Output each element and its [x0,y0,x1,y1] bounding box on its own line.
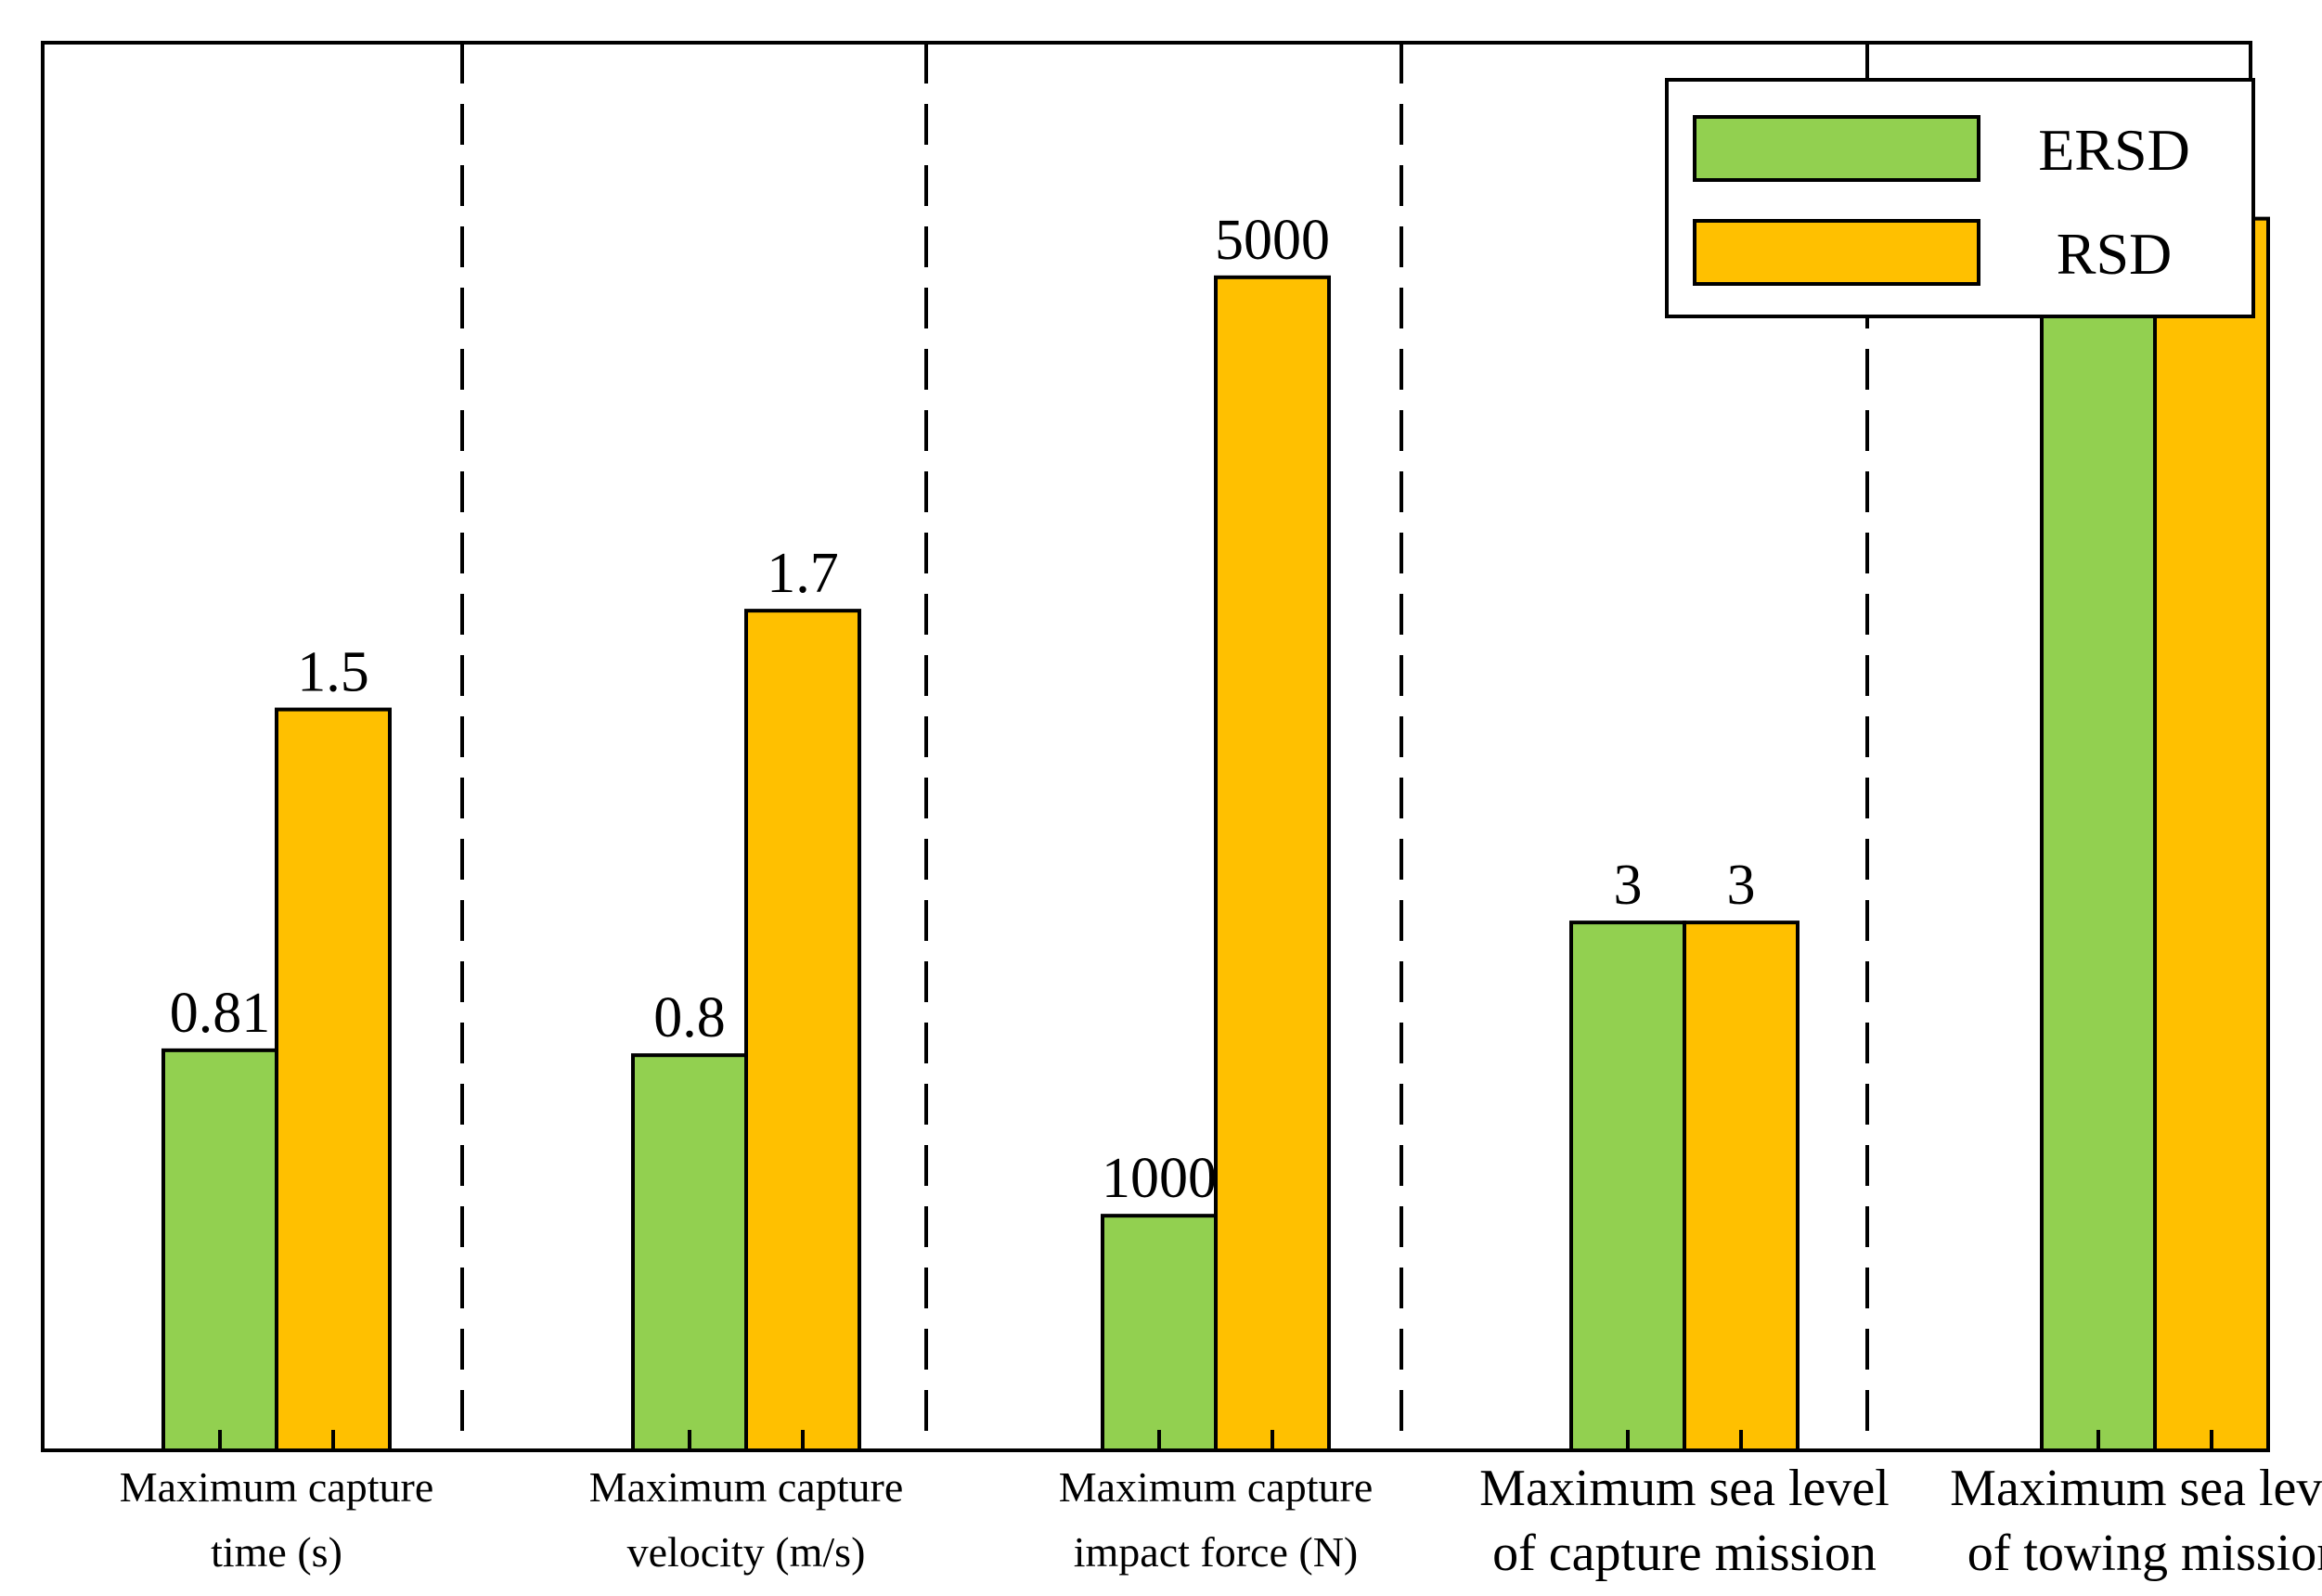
bar-rsd-5 [2153,216,2270,1452]
bar-rsd-2 [744,609,861,1452]
category-label-5-line2: of towing mission [1967,1525,2322,1582]
data-label-rsd-4: 3 [1727,854,1756,917]
bar-ersd-2 [631,1053,748,1452]
category-label-4-line2: of capture mission [1492,1525,1877,1582]
legend-swatch-ersd [1693,115,1980,182]
category-label-2-line1: Maximum capture [589,1463,904,1511]
bar-rsd-1 [275,707,392,1452]
data-label-rsd-1: 1.5 [297,641,369,704]
category-label-1-line2: time (s) [211,1528,342,1576]
data-label-ersd-1: 0.81 [170,982,271,1045]
legend-label-ersd: ERSD [2038,117,2190,183]
bar-rsd-3 [1214,275,1331,1452]
category-label-3-line1: Maximum capture [1059,1463,1374,1511]
bar-ersd-4 [1569,920,1686,1452]
legend-swatch-rsd [1693,219,1980,286]
data-label-ersd-2: 0.8 [653,986,726,1049]
category-label-1-line1: Maximum capture [120,1463,434,1511]
category-label-3-line2: impact force (N) [1074,1528,1359,1576]
data-label-rsd-2: 1.7 [767,542,839,605]
bar-ersd-1 [161,1048,278,1453]
data-label-ersd-4: 3 [1614,854,1643,917]
bar-rsd-4 [1683,920,1800,1452]
legend: ERSD RSD [1665,78,2255,318]
category-label-layer: Maximum capture time (s) Maximum capture ve… [120,1460,2322,1582]
bar-layer [161,216,2270,1453]
bar-ersd-5 [2040,216,2157,1452]
category-label-4-line1: Maximum sea level [1479,1460,1890,1517]
legend-label-rsd: RSD [2057,221,2173,287]
data-label-ersd-3: 1000 [1102,1147,1217,1210]
bar-ersd-3 [1101,1214,1218,1452]
category-label-5-line1: Maximum sea level [1950,1460,2322,1517]
category-label-2-line2: velocity (m/s) [627,1528,866,1576]
data-label-rsd-3: 5000 [1215,209,1330,272]
